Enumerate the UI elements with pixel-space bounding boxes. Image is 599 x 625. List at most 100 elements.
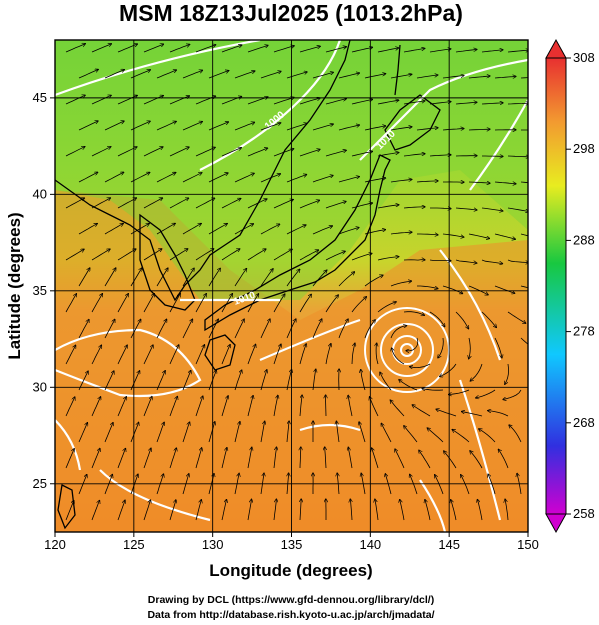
wind-streamline xyxy=(438,337,444,358)
wind-streamline xyxy=(444,451,457,469)
wind-streamline xyxy=(65,249,84,261)
wind-streamline xyxy=(399,380,418,391)
wind-streamline xyxy=(234,173,254,183)
wind-streamline xyxy=(494,182,516,184)
wind-streamline xyxy=(195,147,215,157)
coastline-japan-honshu xyxy=(204,154,391,332)
wind-streamline xyxy=(104,224,123,235)
wind-streamline xyxy=(234,71,255,79)
wind-streamline xyxy=(208,122,228,131)
wind-streamline xyxy=(436,409,457,417)
wind-streamline xyxy=(299,344,306,365)
coastline-hokkaido xyxy=(384,94,441,151)
coastline-sakhalin xyxy=(394,44,401,96)
coastline-korea xyxy=(139,213,196,311)
wind-streamline xyxy=(520,285,528,289)
wind-streamline xyxy=(195,345,205,365)
wind-streamline xyxy=(299,46,320,53)
wind-streamline xyxy=(247,294,259,313)
wind-streamline xyxy=(273,46,294,53)
wind-streamline xyxy=(169,345,179,365)
colorbar-top-triangle xyxy=(545,38,567,59)
wind-streamline xyxy=(247,249,266,261)
wind-streamline xyxy=(273,200,293,209)
wind-streamline xyxy=(286,175,307,183)
wind-streamline xyxy=(156,371,165,391)
wind-streamline xyxy=(286,370,292,391)
wind-streamline xyxy=(130,268,142,287)
wind-streamline xyxy=(273,499,276,521)
colorbar-tick-label: 278 xyxy=(573,324,595,339)
wind-streamline xyxy=(400,500,405,521)
wind-streamline xyxy=(520,233,528,237)
wind-streamline xyxy=(221,148,241,157)
wind-streamline xyxy=(364,178,386,183)
wind-streamline xyxy=(338,73,359,79)
wind-streamline xyxy=(364,126,386,131)
map-plot-area: 1000 1010 1010 xyxy=(55,40,528,532)
wind-streamline xyxy=(395,449,405,469)
wind-streamline xyxy=(221,294,232,313)
wind-streamline xyxy=(286,421,289,443)
wind-streamline xyxy=(477,500,483,521)
wind-streamline xyxy=(350,499,352,521)
wind-streamline xyxy=(169,96,189,105)
y-axis-ticks: 25 30 35 40 45 xyxy=(33,90,55,491)
wind-streamline xyxy=(507,156,528,157)
wind-streamline xyxy=(299,250,319,261)
colorbar-tick-label: 288 xyxy=(573,232,595,247)
wind-streamline xyxy=(325,251,345,261)
wind-streamline xyxy=(117,500,125,521)
wind-streamline xyxy=(429,260,451,261)
wind-streamline xyxy=(338,272,355,287)
wind-streamline xyxy=(312,72,333,79)
wind-streamline xyxy=(507,103,528,104)
wind-streamline xyxy=(182,173,202,183)
wind-streamline xyxy=(143,448,151,469)
wind-streamline xyxy=(468,182,490,183)
wind-streamline xyxy=(104,423,113,443)
wind-streamline xyxy=(65,44,85,53)
wind-streamline xyxy=(78,121,98,131)
wind-streamline xyxy=(78,70,98,79)
wind-streamline xyxy=(494,233,515,239)
wind-streamline xyxy=(338,177,359,183)
wind-streamline xyxy=(156,223,175,235)
wind-streamline xyxy=(91,147,111,157)
wind-streamline xyxy=(65,198,84,209)
wind-streamline xyxy=(143,249,162,261)
wind-streamline xyxy=(299,149,320,157)
wind-streamline xyxy=(509,425,522,443)
wind-streamline xyxy=(260,421,265,443)
wind-streamline xyxy=(300,499,301,521)
x-axis-ticks: 120 125 130 135 140 145 150 xyxy=(44,532,539,552)
wind-streamline xyxy=(104,371,114,391)
wind-streamline xyxy=(390,326,407,339)
wind-streamline xyxy=(208,422,215,443)
wind-streamline xyxy=(412,405,431,417)
wind-streamline xyxy=(273,344,281,365)
wind-streamline xyxy=(156,319,167,339)
wind-streamline xyxy=(273,294,285,313)
wind-streamline xyxy=(156,70,176,79)
lat-lon-gridlines xyxy=(55,40,528,532)
wind-streamline xyxy=(221,448,227,469)
wind-streamline xyxy=(390,400,405,417)
wind-streamline xyxy=(481,259,503,264)
y-tick-label: 25 xyxy=(33,476,47,491)
wind-streamline xyxy=(208,224,227,235)
wind-streamline xyxy=(234,370,242,391)
wind-streamline xyxy=(403,207,425,208)
wind-streamline xyxy=(479,429,496,443)
wind-streamline xyxy=(299,395,302,417)
wind-streamline xyxy=(312,226,332,235)
wind-streamline xyxy=(468,233,490,239)
wind-streamline xyxy=(91,449,100,469)
wind-streamline xyxy=(260,224,280,235)
wind-streamline xyxy=(351,151,373,157)
wind-streamline xyxy=(429,155,451,156)
y-tick-label: 45 xyxy=(33,90,47,105)
wind-streamline xyxy=(234,122,255,131)
wind-streamline xyxy=(286,72,307,79)
wind-streamline xyxy=(312,124,333,131)
